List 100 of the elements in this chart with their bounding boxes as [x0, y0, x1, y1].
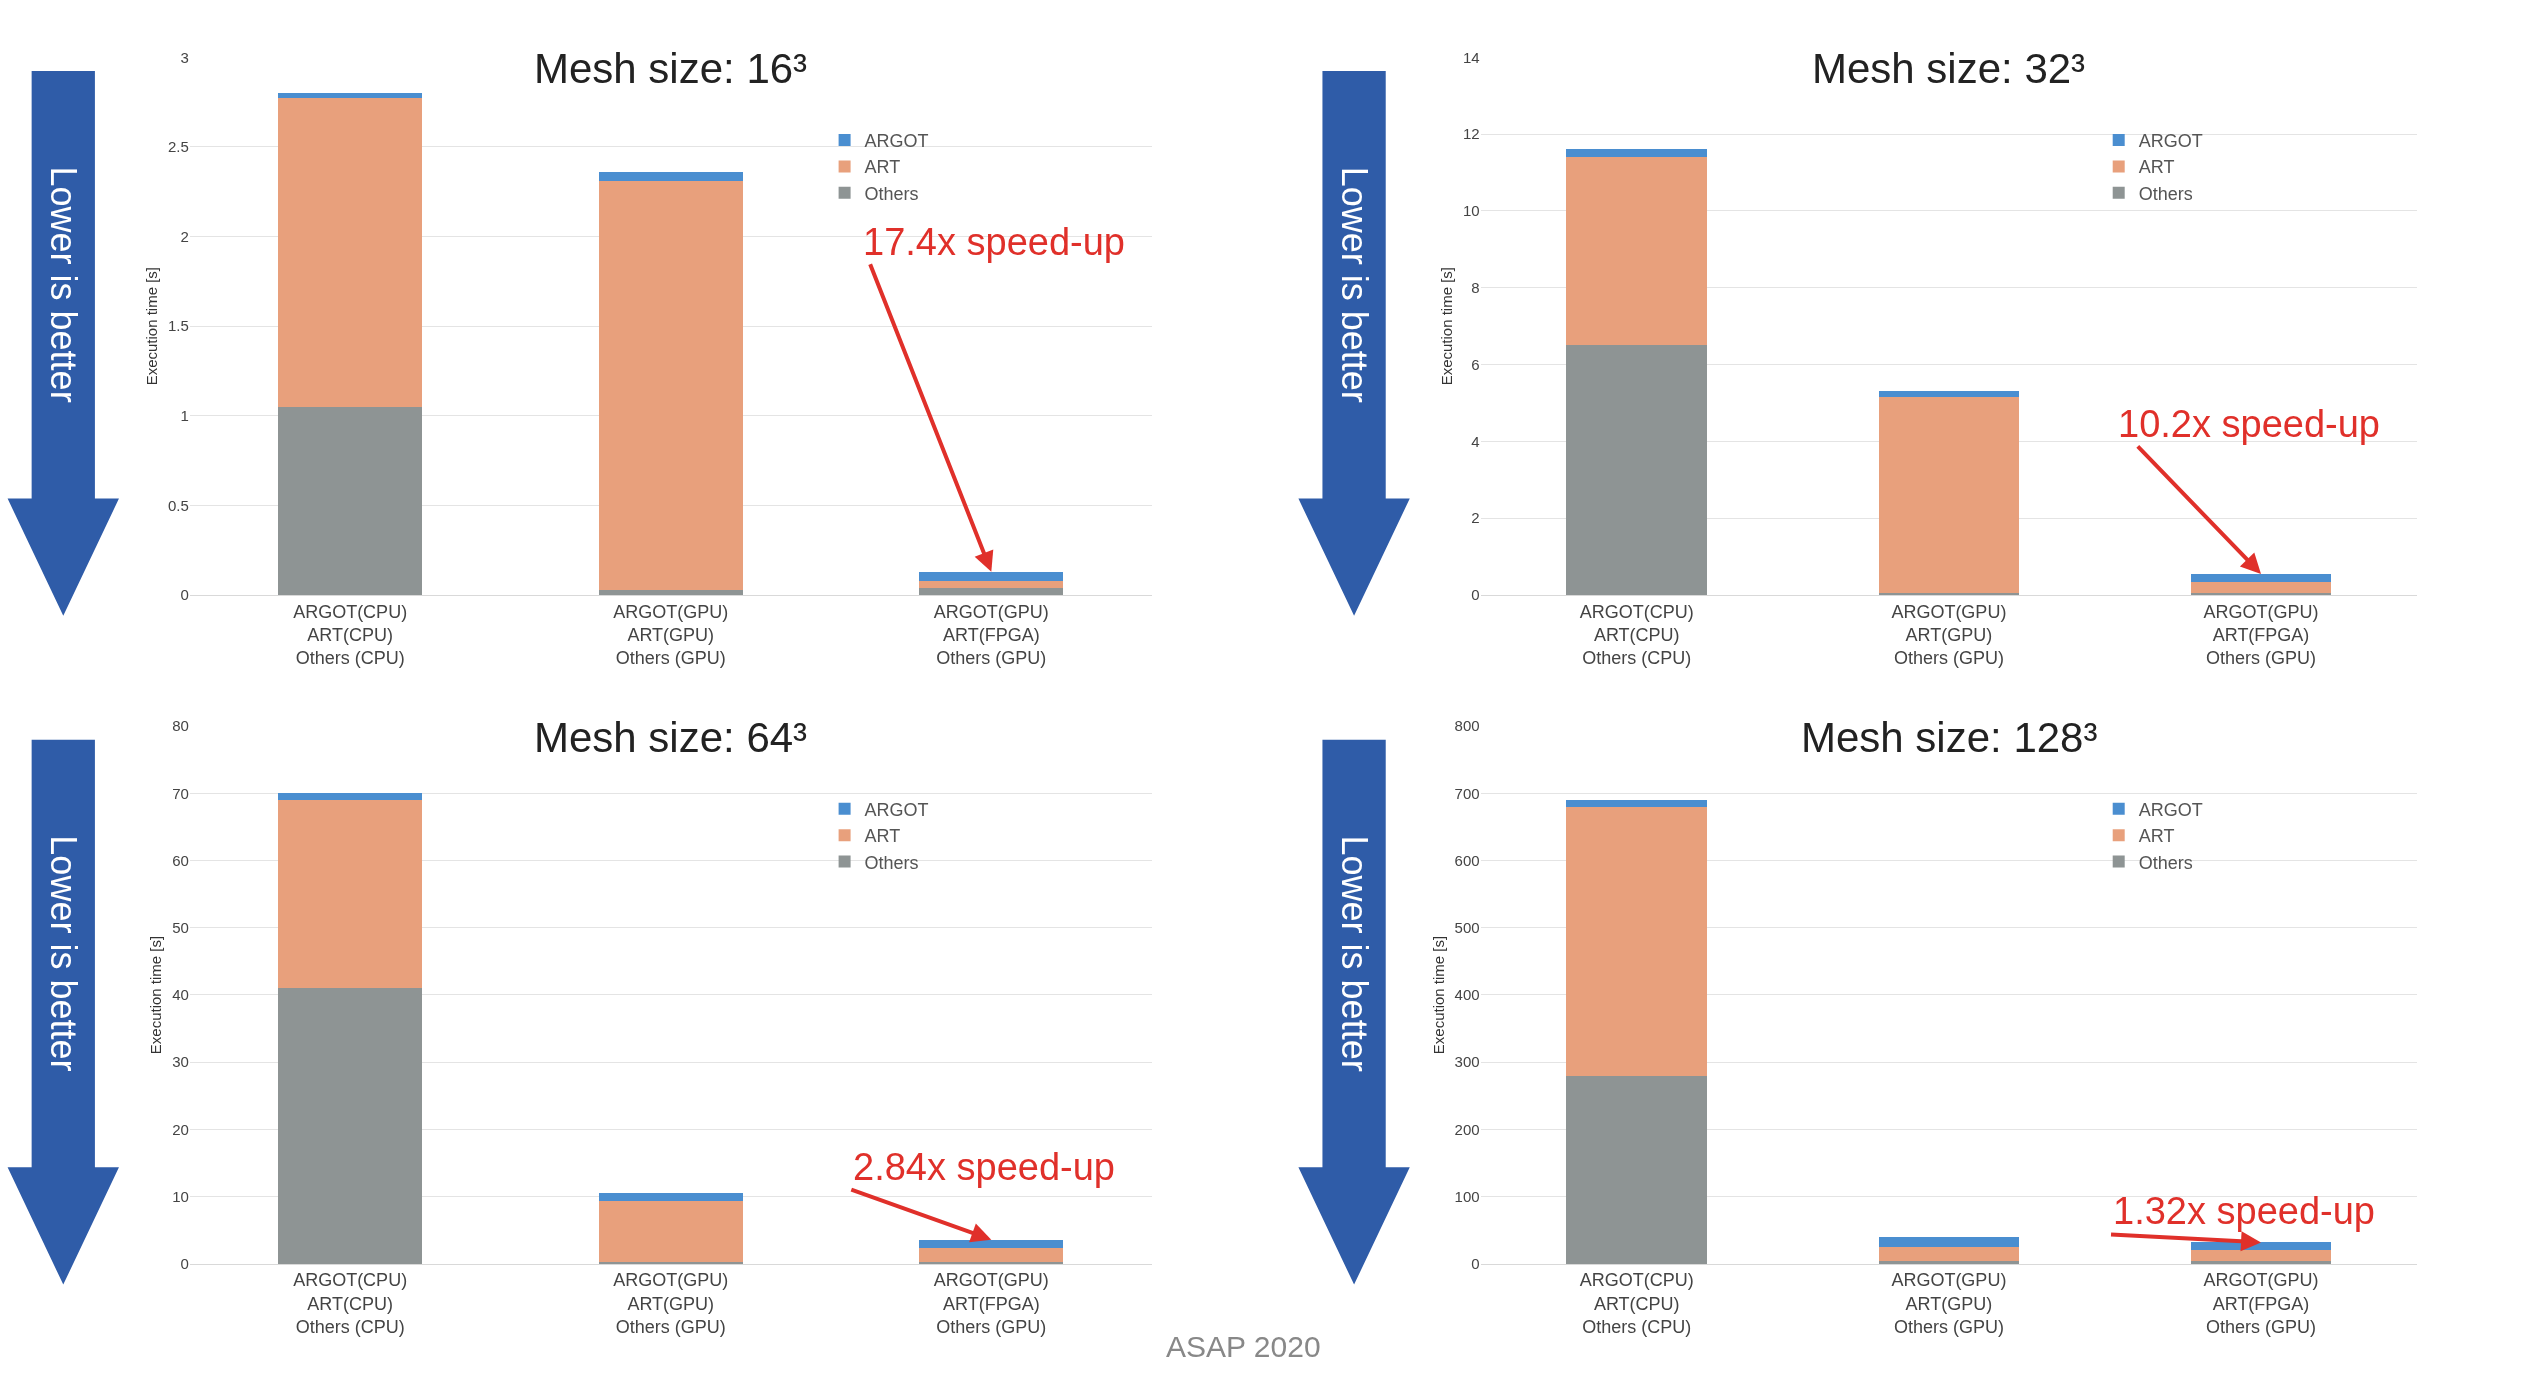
chart-title: Mesh size: 128³ [1801, 714, 2098, 761]
y-tick-label: 4 [1471, 432, 1480, 450]
y-tick-label: 100 [1454, 1187, 1480, 1205]
y-tick-label: 300 [1454, 1053, 1480, 1071]
y-axis-title: Execution time [s] [143, 266, 161, 386]
bar [1878, 1247, 2020, 1261]
x-tick-label: ARGOT(CPU) ART(CPU) Others (CPU) [1579, 601, 1694, 669]
bar [598, 1261, 743, 1264]
bar [1878, 1237, 2020, 1248]
bar [1566, 806, 1707, 1076]
bar [277, 988, 423, 1264]
chart-title: Mesh size: 64³ [534, 714, 808, 761]
legend-label: ARGOT [2138, 131, 2203, 152]
text: Lower is better [42, 835, 84, 1072]
bar [919, 587, 1064, 596]
bar [598, 171, 743, 181]
y-tick-label: 14 [1462, 48, 1480, 66]
legend-label: Others [2138, 183, 2193, 204]
y-tick-label: 0 [180, 586, 189, 604]
y-axis-title: Execution time [s] [147, 935, 165, 1055]
bar [1566, 800, 1707, 807]
bar [277, 406, 423, 596]
bar [277, 93, 423, 99]
y-tick-label: 8 [1471, 279, 1480, 297]
legend-label: ART [864, 157, 901, 178]
bar [919, 580, 1064, 588]
bar [1566, 157, 1707, 346]
y-tick-label: 1.5 [167, 317, 189, 335]
bar [277, 98, 423, 407]
x-tick-label: ARGOT(GPU) ART(GPU) Others (GPU) [1891, 601, 2007, 669]
bar [2190, 573, 2332, 582]
y-tick-label: 6 [1471, 355, 1480, 373]
y-tick-label: 0 [1471, 1255, 1480, 1273]
y-tick-label: 400 [1454, 986, 1480, 1004]
annotation: 10.2x speed-up [2118, 403, 2380, 445]
bar [1566, 1075, 1707, 1264]
bar [1878, 397, 2020, 594]
y-tick-label: 800 [1454, 717, 1480, 735]
legend-label: Others [864, 852, 919, 873]
bar [2190, 1250, 2332, 1261]
bar [1566, 345, 1707, 596]
y-tick-label: 60 [172, 851, 189, 869]
bar [919, 1261, 1064, 1264]
y-tick-label: 1 [180, 407, 189, 425]
y-tick-label: 80 [172, 717, 189, 735]
y-tick-label: 30 [172, 1053, 189, 1071]
text: Lower is better [1333, 835, 1375, 1072]
y-tick-label: 50 [172, 919, 189, 937]
x-tick-label: ARGOT(GPU) ART(FPGA) Others (GPU) [2203, 1270, 2319, 1338]
y-tick-label: 500 [1454, 919, 1480, 937]
x-tick-label: ARGOT(GPU) ART(FPGA) Others (GPU) [933, 1270, 1049, 1338]
chart-title: Mesh size: 16³ [534, 45, 808, 92]
y-tick-label: 3 [180, 48, 189, 66]
x-tick-label: ARGOT(GPU) ART(GPU) Others (GPU) [1891, 1270, 2007, 1338]
text: ASAP 2020 [1166, 1330, 1321, 1363]
legend-label: Others [2138, 852, 2193, 873]
annotation: 17.4x speed-up [863, 221, 1125, 263]
x-tick-label: ARGOT(CPU) ART(CPU) Others (CPU) [1579, 1270, 1694, 1338]
y-tick-label: 12 [1462, 125, 1480, 143]
y-axis-title: Execution time [s] [1438, 266, 1456, 386]
text: Lower is better [43, 166, 85, 403]
legend-label: Others [864, 183, 919, 204]
bar [2190, 593, 2332, 596]
legend-label: ARGOT [2138, 799, 2203, 820]
y-tick-label: 0.5 [167, 496, 189, 514]
y-tick-label: 20 [172, 1120, 189, 1138]
annotation: 2.84x speed-up [853, 1146, 1115, 1188]
chart-title: Mesh size: 32³ [1812, 45, 2086, 92]
y-tick-label: 10 [1462, 202, 1480, 220]
y-tick-label: 40 [172, 986, 189, 1004]
legend-label: ARGOT [864, 131, 929, 152]
y-tick-label: 2.5 [167, 138, 189, 156]
y-tick-label: 0 [180, 1255, 189, 1273]
bar [919, 1239, 1064, 1249]
x-tick-label: ARGOT(CPU) ART(CPU) Others (CPU) [293, 1270, 408, 1338]
bar [2190, 581, 2332, 594]
bar [919, 1248, 1064, 1262]
y-tick-label: 70 [172, 784, 189, 802]
bar [598, 1201, 743, 1262]
legend-label: ARGOT [864, 799, 929, 820]
bar [1566, 149, 1707, 158]
legend-label: ART [2138, 826, 2175, 847]
y-tick-label: 700 [1454, 784, 1480, 802]
y-tick-label: 10 [172, 1187, 189, 1205]
bar [277, 800, 423, 989]
bar [277, 793, 423, 801]
x-tick-label: ARGOT(GPU) ART(FPGA) Others (GPU) [933, 601, 1049, 669]
y-tick-label: 0 [1471, 586, 1480, 604]
bar [598, 1193, 743, 1202]
bar [598, 589, 743, 596]
y-tick-label: 600 [1454, 851, 1480, 869]
y-tick-label: 200 [1454, 1120, 1480, 1138]
annotation: 1.32x speed-up [2113, 1190, 2375, 1232]
x-tick-label: ARGOT(GPU) ART(GPU) Others (GPU) [613, 601, 729, 669]
x-tick-label: ARGOT(CPU) ART(CPU) Others (CPU) [293, 601, 408, 669]
y-axis-title: Execution time [s] [1429, 935, 1447, 1055]
bar [919, 571, 1064, 581]
bar [1878, 391, 2020, 398]
text: Lower is better [1333, 166, 1375, 403]
bar [598, 180, 743, 590]
